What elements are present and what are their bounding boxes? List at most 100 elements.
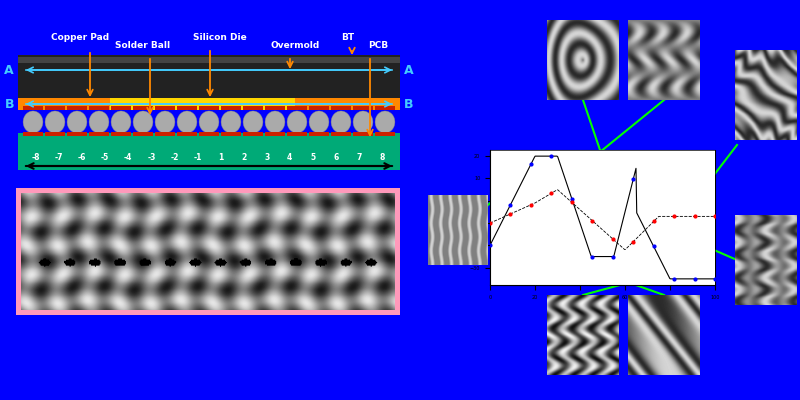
Ellipse shape (199, 111, 219, 133)
Text: A: A (404, 64, 414, 76)
Point (688, 276, 701, 282)
Point (586, 253, 598, 260)
Bar (133, 106, 153, 110)
Bar (155, 106, 175, 110)
Text: -8: -8 (32, 153, 40, 162)
Text: Copper Pad: Copper Pad (51, 34, 109, 42)
Point (483, 242, 496, 248)
Ellipse shape (111, 111, 131, 133)
Bar (490, 150, 715, 285)
Ellipse shape (265, 111, 285, 133)
Bar (18, 57, 400, 63)
Bar (375, 132, 395, 136)
Bar (199, 106, 219, 110)
Text: -7: -7 (55, 153, 63, 162)
Text: 1: 1 (218, 153, 223, 162)
Ellipse shape (133, 111, 153, 133)
Point (606, 253, 619, 260)
Bar (375, 106, 395, 110)
Bar (45, 106, 65, 110)
Text: 4: 4 (287, 153, 292, 162)
Point (545, 153, 558, 159)
Bar (309, 132, 329, 136)
Bar (177, 132, 197, 136)
Bar (18, 133, 400, 170)
Bar (133, 132, 153, 136)
Bar (353, 106, 373, 110)
Text: -1: -1 (194, 153, 202, 162)
Text: -4: -4 (124, 153, 133, 162)
Ellipse shape (309, 111, 329, 133)
Text: Overmold: Overmold (270, 42, 320, 50)
Text: -5: -5 (101, 153, 110, 162)
Bar (287, 106, 307, 110)
Point (647, 218, 660, 225)
Text: B: B (404, 98, 414, 110)
Text: 6: 6 (334, 153, 338, 162)
Bar (18, 98, 400, 110)
Ellipse shape (23, 111, 43, 133)
Bar (265, 106, 285, 110)
Bar (23, 106, 43, 110)
Bar (265, 132, 285, 136)
Bar (45, 132, 65, 136)
Point (668, 213, 681, 220)
Bar (287, 132, 307, 136)
Bar (309, 106, 329, 110)
Bar (353, 132, 373, 136)
Ellipse shape (331, 111, 351, 133)
Ellipse shape (45, 111, 65, 133)
Point (626, 238, 639, 245)
Ellipse shape (89, 111, 109, 133)
Point (626, 176, 639, 183)
Bar (221, 132, 241, 136)
Ellipse shape (67, 111, 87, 133)
Ellipse shape (375, 111, 395, 133)
Text: 5: 5 (310, 153, 315, 162)
Bar (67, 106, 87, 110)
Ellipse shape (287, 111, 307, 133)
Bar (243, 132, 263, 136)
Text: PCB: PCB (368, 42, 388, 50)
Text: 3: 3 (264, 153, 270, 162)
Bar (155, 132, 175, 136)
Text: A: A (4, 64, 14, 76)
Point (606, 236, 619, 242)
Text: BT: BT (342, 34, 354, 42)
Text: Solder Ball: Solder Ball (115, 42, 170, 50)
Bar (331, 106, 351, 110)
Bar (89, 106, 109, 110)
Point (566, 199, 578, 206)
Bar (67, 132, 87, 136)
Ellipse shape (243, 111, 263, 133)
Point (545, 190, 558, 196)
Bar (23, 132, 43, 136)
Point (504, 211, 517, 217)
Bar (16, 188, 400, 315)
Ellipse shape (221, 111, 241, 133)
Point (688, 213, 701, 220)
Text: 8: 8 (379, 153, 385, 162)
Point (566, 196, 578, 202)
Bar (18, 55, 400, 98)
Text: 2: 2 (241, 153, 246, 162)
Ellipse shape (155, 111, 175, 133)
Point (525, 202, 538, 208)
Bar (221, 106, 241, 110)
Text: Silicon Die: Silicon Die (193, 34, 247, 42)
Bar (110, 98, 295, 110)
Bar (89, 132, 109, 136)
Bar (199, 132, 219, 136)
Bar (111, 132, 131, 136)
Ellipse shape (353, 111, 373, 133)
Text: B: B (5, 98, 14, 110)
Text: -3: -3 (147, 153, 155, 162)
Bar (111, 106, 131, 110)
Bar (243, 106, 263, 110)
Bar (21, 193, 395, 310)
Point (483, 220, 496, 226)
Text: -6: -6 (78, 153, 86, 162)
Point (668, 276, 681, 282)
Point (586, 218, 598, 224)
Point (709, 213, 722, 220)
